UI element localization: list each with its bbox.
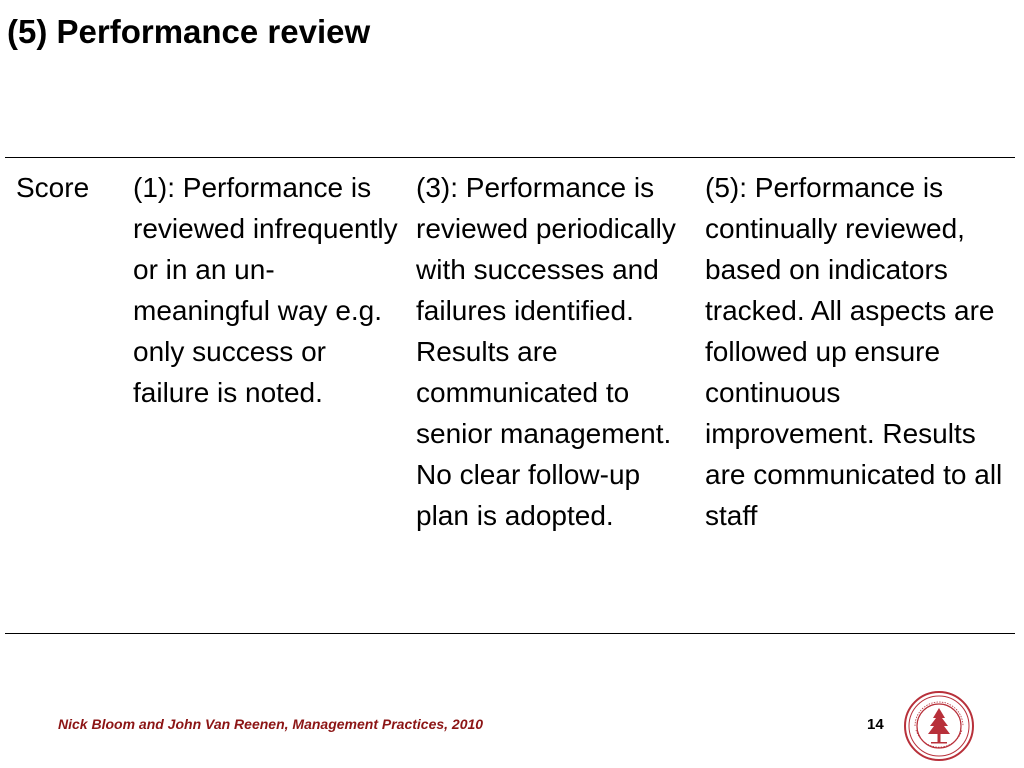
table-top-rule [5,157,1015,158]
footer-citation: Nick Bloom and John Van Reenen, Manageme… [58,716,484,732]
score-level-1-description: (1): Performance is reviewed infrequentl… [133,172,398,408]
score-level-5-description: (5): Performance is continually reviewed… [705,172,1003,531]
score-label: Score [16,172,90,203]
table-bottom-rule [5,633,1015,634]
score-level-3-description: (3): Performance is reviewed periodicall… [416,172,676,531]
university-seal-icon [903,690,975,762]
slide-title: (5) Performance review [7,13,371,50]
page-number: 14 [867,716,884,733]
